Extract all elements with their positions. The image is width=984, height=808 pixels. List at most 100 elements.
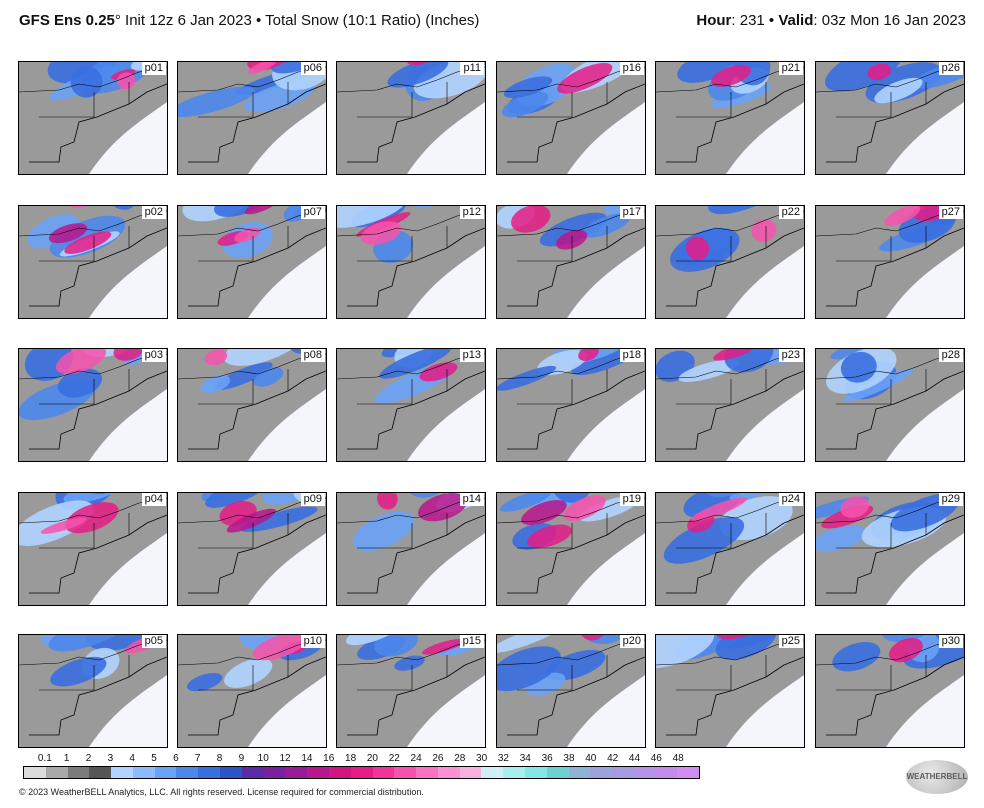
colorbar-swatch — [481, 767, 504, 778]
colorbar-tick-label: 12 — [279, 753, 291, 764]
colorbar-swatch — [24, 767, 46, 778]
member-label: p18 — [619, 349, 644, 362]
ensemble-map-p22: p22 — [655, 205, 805, 319]
member-label: p04 — [141, 493, 166, 506]
colorbar-swatch — [263, 767, 286, 778]
snowfall-map — [19, 635, 167, 747]
member-label: p09 — [300, 493, 325, 506]
colorbar-tick-label: 4 — [129, 753, 135, 764]
member-label: p26 — [938, 62, 963, 75]
ensemble-map-p07: p07 — [177, 205, 327, 319]
colorbar-swatch — [241, 767, 264, 778]
snowfall-map — [656, 206, 804, 318]
snowfall-map — [656, 62, 804, 174]
hour-value: : 231 — [731, 12, 765, 29]
colorbar-tick-label: 0.1 — [37, 753, 52, 764]
snowfall-map — [19, 206, 167, 318]
snowfall-map — [656, 493, 804, 605]
snowfall-map — [178, 206, 326, 318]
snowfall-map — [656, 349, 804, 461]
member-label: p07 — [300, 206, 325, 219]
colorbar-swatch — [350, 767, 373, 778]
member-label: p14 — [459, 493, 484, 506]
colorbar-tick-label: 46 — [650, 753, 662, 764]
ensemble-map-p23: p23 — [655, 348, 805, 462]
colorbar — [23, 766, 700, 779]
colorbar-tick-label: 7 — [194, 753, 201, 764]
ensemble-map-p20: p20 — [496, 634, 646, 748]
colorbar-tick-label: 40 — [585, 753, 597, 764]
snowfall-map — [497, 206, 645, 318]
ensemble-map-p15: p15 — [336, 634, 486, 748]
colorbar-tick-label: 8 — [216, 753, 223, 764]
hour-label: Hour — [696, 12, 732, 29]
snowfall-map — [178, 62, 326, 174]
ensemble-map-p13: p13 — [336, 348, 486, 462]
member-label: p21 — [778, 62, 803, 75]
ensemble-map-p03: p03 — [18, 348, 168, 462]
colorbar-tick-label: 42 — [607, 753, 619, 764]
colorbar-swatch — [437, 767, 460, 778]
ensemble-map-p30: p30 — [815, 634, 965, 748]
ensemble-map-p17: p17 — [496, 205, 646, 319]
snowfall-map — [497, 349, 645, 461]
degree-symbol: ° — [114, 12, 121, 29]
colorbar-tick-label: 22 — [388, 753, 400, 764]
colorbar-swatch — [220, 767, 242, 778]
snowfall-map — [178, 493, 326, 605]
member-label: p28 — [938, 349, 963, 362]
ensemble-map-p19: p19 — [496, 492, 646, 606]
colorbar-tick-label: 32 — [497, 753, 509, 764]
member-label: p12 — [459, 206, 484, 219]
ensemble-map-p26: p26 — [815, 61, 965, 175]
ensemble-map-p14: p14 — [336, 492, 486, 606]
ensemble-map-p09: p09 — [177, 492, 327, 606]
colorbar-swatch — [633, 767, 656, 778]
ensemble-map-p12: p12 — [336, 205, 486, 319]
colorbar-swatch — [89, 767, 112, 778]
ensemble-map-p11: p11 — [336, 61, 486, 175]
snowfall-map — [497, 62, 645, 174]
member-label: p16 — [619, 62, 644, 75]
colorbar-tick-label: 28 — [454, 753, 466, 764]
snowfall-map — [816, 206, 964, 318]
colorbar-swatch — [416, 767, 438, 778]
member-label: p20 — [619, 635, 644, 648]
colorbar-tick-label: 14 — [301, 753, 313, 764]
init-time: Init 12z 6 Jan 2023 — [120, 12, 252, 29]
snowfall-map — [816, 493, 964, 605]
snowfall-map — [816, 635, 964, 747]
member-label: p11 — [460, 62, 484, 75]
snowfall-map — [19, 62, 167, 174]
colorbar-tick-label: 6 — [173, 753, 179, 764]
ensemble-map-p02: p02 — [18, 205, 168, 319]
ensemble-map-p18: p18 — [496, 348, 646, 462]
colorbar-swatch — [677, 767, 700, 778]
snowfall-map — [337, 493, 485, 605]
valid-time-header: Hour: 231 • Valid: 03z Mon 16 Jan 2023 — [696, 12, 966, 29]
colorbar-tick-label: 1 — [63, 753, 70, 764]
member-label: p17 — [619, 206, 644, 219]
colorbar-tick-label: 26 — [432, 753, 444, 764]
colorbar-swatch — [176, 767, 199, 778]
member-label: p05 — [141, 635, 166, 648]
member-label: p24 — [778, 493, 803, 506]
snowfall-map — [816, 62, 964, 174]
colorbar-swatch — [568, 767, 591, 778]
colorbar-tick-label: 5 — [151, 753, 157, 764]
colorbar-swatch — [590, 767, 613, 778]
colorbar-swatch — [285, 767, 308, 778]
ensemble-map-p21: p21 — [655, 61, 805, 175]
colorbar-tick-label: 24 — [410, 753, 422, 764]
member-label: p22 — [778, 206, 803, 219]
member-label: p13 — [459, 349, 484, 362]
ensemble-map-p25: p25 — [655, 634, 805, 748]
snowfall-map — [19, 349, 167, 461]
colorbar-tick-label: 18 — [345, 753, 357, 764]
valid-separator: • — [764, 12, 779, 29]
colorbar-ticks: 0.1 1 2 3 4 5 6 7 8 9 10 12 14 16 18 20 22 24 26 28 30 32 34 36… — [23, 753, 700, 765]
colorbar-swatch — [307, 767, 329, 778]
ensemble-map-p05: p05 — [18, 634, 168, 748]
ensemble-map-p16: p16 — [496, 61, 646, 175]
colorbar-tick-label: 10 — [257, 753, 269, 764]
